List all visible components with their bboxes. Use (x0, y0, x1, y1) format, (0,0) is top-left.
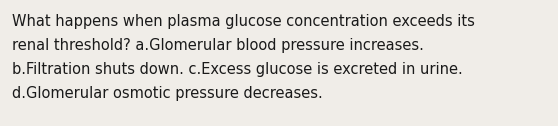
Text: d.Glomerular osmotic pressure decreases.: d.Glomerular osmotic pressure decreases. (12, 86, 323, 101)
Text: renal threshold? a.Glomerular blood pressure increases.: renal threshold? a.Glomerular blood pres… (12, 38, 424, 53)
Text: What happens when plasma glucose concentration exceeds its: What happens when plasma glucose concent… (12, 14, 475, 29)
Text: b.Filtration shuts down. c.Excess glucose is excreted in urine.: b.Filtration shuts down. c.Excess glucos… (12, 62, 463, 77)
